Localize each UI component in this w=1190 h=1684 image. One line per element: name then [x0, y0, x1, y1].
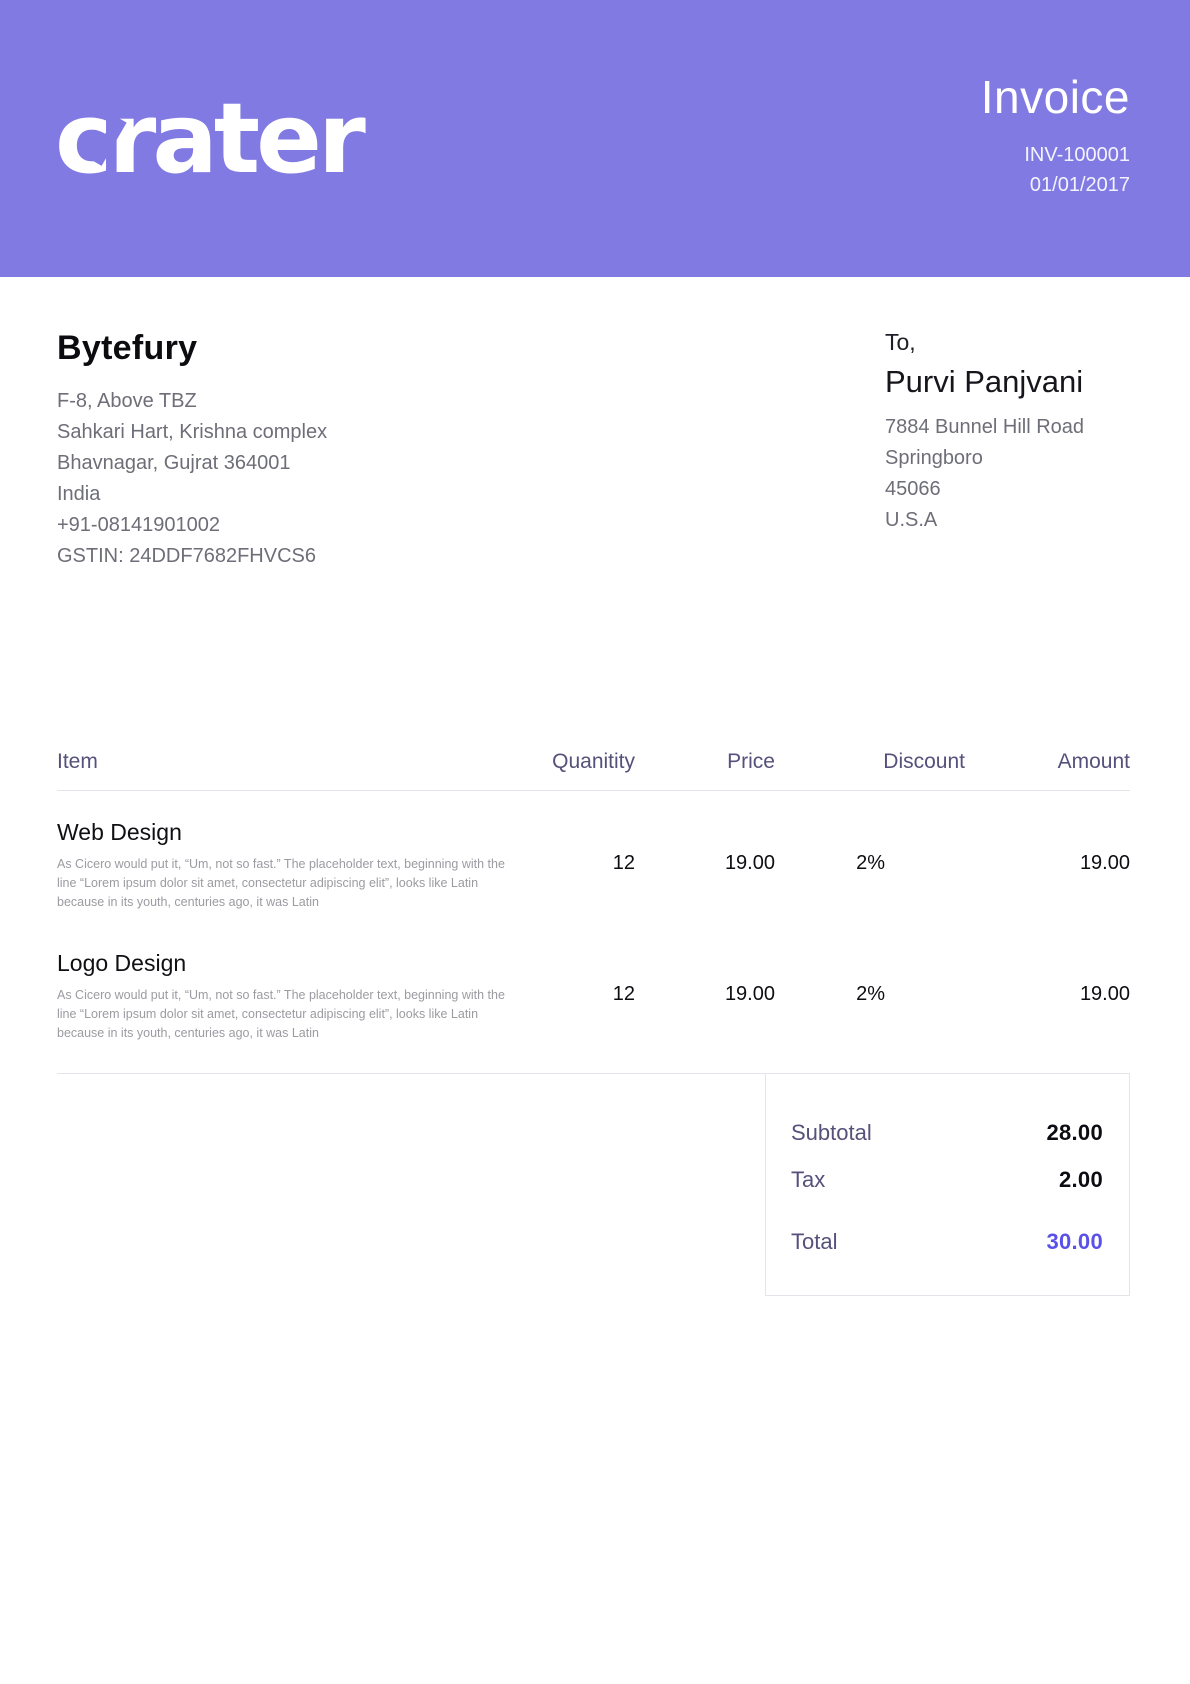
invoice-date: 01/01/2017 — [1029, 173, 1130, 196]
company-block: Bytefury F-8, Above TBZ Sahkari Hart, Kr… — [57, 329, 327, 572]
column-header-item: Item — [57, 750, 98, 773]
item-quantity: 12 — [612, 852, 635, 874]
column-header-quantity: Quanitity — [552, 750, 635, 773]
customer-address-line: 45066 — [885, 478, 941, 500]
customer-name: Purvi Panjvani — [885, 364, 1084, 399]
item-cell: Logo Design As Cicero would put it, “Um,… — [57, 950, 520, 1043]
item-discount: 2% — [856, 852, 885, 874]
items-table: Item Quanitity Price Discount Amount Web… — [57, 750, 1130, 1074]
column-header-discount: Discount — [883, 750, 965, 773]
column-header-amount: Amount — [1057, 750, 1130, 773]
totals-area: Subtotal 28.00 Tax 2.00 Total 30.00 — [57, 1073, 1130, 1296]
item-name: Logo Design — [57, 950, 187, 976]
company-address-line: Bhavnagar, Gujrat 364001 — [57, 452, 291, 474]
invoice-title-block: Invoice INV-100001 01/01/2017 — [981, 70, 1130, 200]
company-address-line: India — [57, 483, 101, 505]
item-description: As Cicero would put it, “Um, not so fast… — [57, 857, 505, 909]
item-cell: Web Design As Cicero would put it, “Um, … — [57, 819, 520, 912]
table-bottom-border — [57, 1073, 1130, 1074]
customer-block: To, Purvi Panjvani 7884 Bunnel Hill Road… — [885, 329, 1130, 572]
company-address-line: F-8, Above TBZ — [57, 390, 197, 412]
company-address-line: Sahkari Hart, Krishna complex — [57, 421, 328, 443]
total-label: Total — [791, 1229, 838, 1254]
tax-value: 2.00 — [1058, 1167, 1103, 1192]
total-value: 30.00 — [1046, 1229, 1103, 1254]
invoice-title: Invoice — [980, 70, 1130, 123]
subtotal-label: Subtotal — [791, 1120, 872, 1145]
company-phone: +91-08141901002 — [57, 514, 220, 536]
customer-address-line: U.S.A — [885, 509, 938, 531]
company-gstin: GSTIN: 24DDF7682FHVCS6 — [57, 545, 316, 567]
item-description: As Cicero would put it, “Um, not so fast… — [57, 988, 505, 1040]
crater-logo: crater — [55, 90, 474, 187]
column-header-price: Price — [727, 750, 775, 773]
totals-box: Subtotal 28.00 Tax 2.00 Total 30.00 — [765, 1073, 1130, 1296]
item-price: 19.00 — [724, 983, 775, 1005]
subtotal-value: 28.00 — [1046, 1120, 1103, 1145]
tax-row: Tax 2.00 — [791, 1167, 1103, 1193]
invoice-header-band: crater Invoice INV-100001 01/01/2017 — [0, 0, 1190, 277]
table-row: Web Design As Cicero would put it, “Um, … — [57, 791, 1130, 912]
bill-to-label: To, — [885, 329, 916, 355]
item-discount: 2% — [856, 983, 885, 1005]
items-table-header-row: Item Quanitity Price Discount Amount — [57, 750, 1130, 791]
subtotal-row: Subtotal 28.00 — [791, 1120, 1103, 1146]
invoice-number: INV-100001 — [1024, 143, 1130, 166]
item-price: 19.00 — [724, 852, 775, 874]
customer-address-line: Springboro — [885, 447, 983, 469]
item-quantity: 12 — [612, 983, 635, 1005]
company-name: Bytefury — [57, 329, 198, 367]
logo-r-notch-decoration — [439, 119, 474, 167]
item-amount: 19.00 — [1079, 983, 1130, 1005]
parties-section: Bytefury F-8, Above TBZ Sahkari Hart, Kr… — [0, 277, 1190, 572]
customer-address-line: 7884 Bunnel Hill Road — [885, 416, 1085, 438]
total-row: Total 30.00 — [791, 1229, 1103, 1255]
item-amount: 19.00 — [1079, 852, 1130, 874]
tax-label: Tax — [791, 1167, 826, 1192]
table-row: Logo Design As Cicero would put it, “Um,… — [57, 912, 1130, 1073]
item-name: Web Design — [57, 819, 182, 845]
